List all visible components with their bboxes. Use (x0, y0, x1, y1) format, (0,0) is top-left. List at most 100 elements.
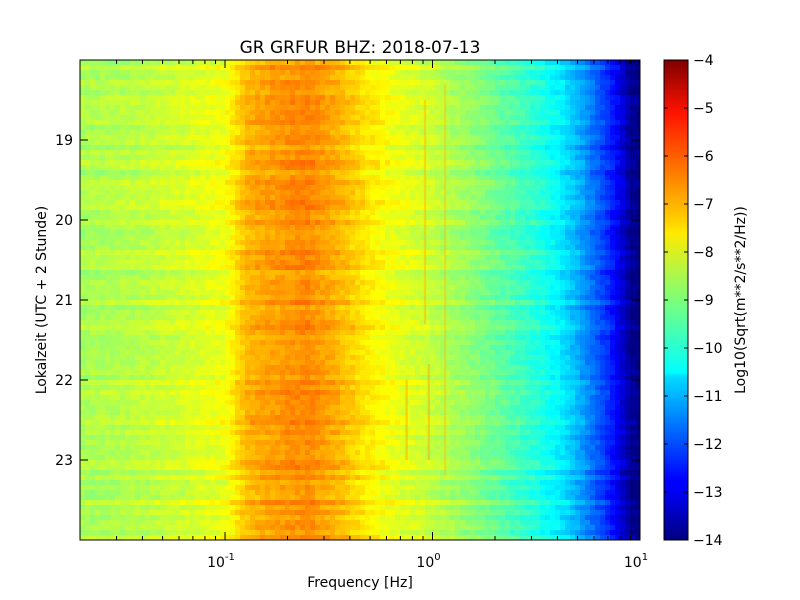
heatmap-cell (590, 120, 596, 126)
heatmap-cell (620, 255, 626, 261)
heatmap-cell (405, 225, 411, 231)
heatmap-cell (475, 185, 481, 191)
heatmap-cell (400, 225, 406, 231)
heatmap-cell (565, 155, 571, 161)
heatmap-cell (545, 250, 551, 256)
heatmap-cell (315, 105, 321, 111)
heatmap-cell (375, 165, 381, 171)
heatmap-cell (630, 150, 636, 156)
heatmap-cell (580, 125, 586, 131)
heatmap-cell (440, 135, 446, 141)
heatmap-cell (410, 200, 416, 206)
heatmap-cell (115, 260, 121, 266)
heatmap-cell (360, 170, 366, 176)
heatmap-cell (335, 250, 341, 256)
heatmap-cell (610, 225, 616, 231)
heatmap-cell (390, 240, 396, 246)
heatmap-cell (225, 235, 231, 241)
heatmap-cell (80, 140, 86, 146)
heatmap-cell (495, 70, 501, 76)
heatmap-cell (380, 70, 386, 76)
heatmap-cell (270, 65, 276, 71)
heatmap-cell (250, 255, 256, 261)
heatmap-cell (365, 280, 371, 286)
heatmap-cell (155, 90, 161, 96)
heatmap-cell (115, 140, 121, 146)
heatmap-cell (140, 155, 146, 161)
heatmap-cell (215, 220, 221, 226)
heatmap-cell (600, 185, 606, 191)
heatmap-cell (580, 140, 586, 146)
heatmap-cell (410, 145, 416, 151)
heatmap-cell (410, 205, 416, 211)
heatmap-cell (465, 95, 471, 101)
heatmap-cell (270, 245, 276, 251)
heatmap-cell (515, 65, 521, 71)
heatmap-cell (550, 270, 556, 276)
heatmap-cell (180, 200, 186, 206)
heatmap-cell (305, 65, 311, 71)
heatmap-cell (305, 60, 311, 66)
heatmap-cell (275, 190, 281, 196)
heatmap-cell (315, 275, 321, 281)
heatmap-cell (300, 115, 306, 121)
heatmap-cell (200, 130, 206, 136)
heatmap-cell (615, 140, 621, 146)
heatmap-cell (330, 245, 336, 251)
heatmap-cell (505, 115, 511, 121)
heatmap-cell (130, 190, 136, 196)
heatmap-cell (520, 180, 526, 186)
heatmap-cell (580, 175, 586, 181)
heatmap-cell (425, 75, 431, 81)
heatmap-cell (180, 175, 186, 181)
heatmap-cell (635, 80, 640, 86)
heatmap-cell (135, 255, 141, 261)
heatmap-cell (590, 105, 596, 111)
heatmap-cell (205, 175, 211, 181)
heatmap-cell (360, 210, 366, 216)
heatmap-cell (535, 240, 541, 246)
heatmap-cell (130, 180, 136, 186)
heatmap-cell (590, 125, 596, 131)
heatmap-cell (430, 85, 436, 91)
heatmap-cell (595, 90, 601, 96)
heatmap-cell (335, 110, 341, 116)
heatmap-cell (115, 120, 121, 126)
heatmap-cell (575, 165, 581, 171)
heatmap-cell (570, 90, 576, 96)
heatmap-cell (100, 225, 106, 231)
heatmap-cell (635, 190, 640, 196)
heatmap-cell (545, 110, 551, 116)
heatmap-cell (600, 250, 606, 256)
heatmap-cell (205, 70, 211, 76)
heatmap-cell (340, 85, 346, 91)
heatmap-cell (305, 165, 311, 171)
heatmap-cell (625, 125, 631, 131)
heatmap-cell (575, 185, 581, 191)
heatmap-cell (280, 175, 286, 181)
heatmap-cell (515, 255, 521, 261)
heatmap-cell (615, 245, 621, 251)
heatmap-cell (185, 170, 191, 176)
heatmap-cell (470, 230, 476, 236)
heatmap-cell (405, 115, 411, 121)
heatmap-cell (450, 200, 456, 206)
heatmap-cell (205, 210, 211, 216)
heatmap-cell (295, 85, 301, 91)
heatmap-cell (220, 225, 226, 231)
heatmap-cell (415, 170, 421, 176)
heatmap-cell (145, 210, 151, 216)
heatmap-cell (315, 90, 321, 96)
heatmap-cell (290, 75, 296, 81)
heatmap-cell (540, 60, 546, 66)
heatmap-cell (210, 140, 216, 146)
heatmap-cell (580, 160, 586, 166)
heatmap-cell (380, 220, 386, 226)
heatmap-cell (290, 65, 296, 71)
heatmap-cell (605, 225, 611, 231)
heatmap-cell (105, 225, 111, 231)
heatmap-cell (235, 255, 241, 261)
heatmap-cell (380, 135, 386, 141)
heatmap-cell (390, 150, 396, 156)
heatmap-cell (360, 95, 366, 101)
